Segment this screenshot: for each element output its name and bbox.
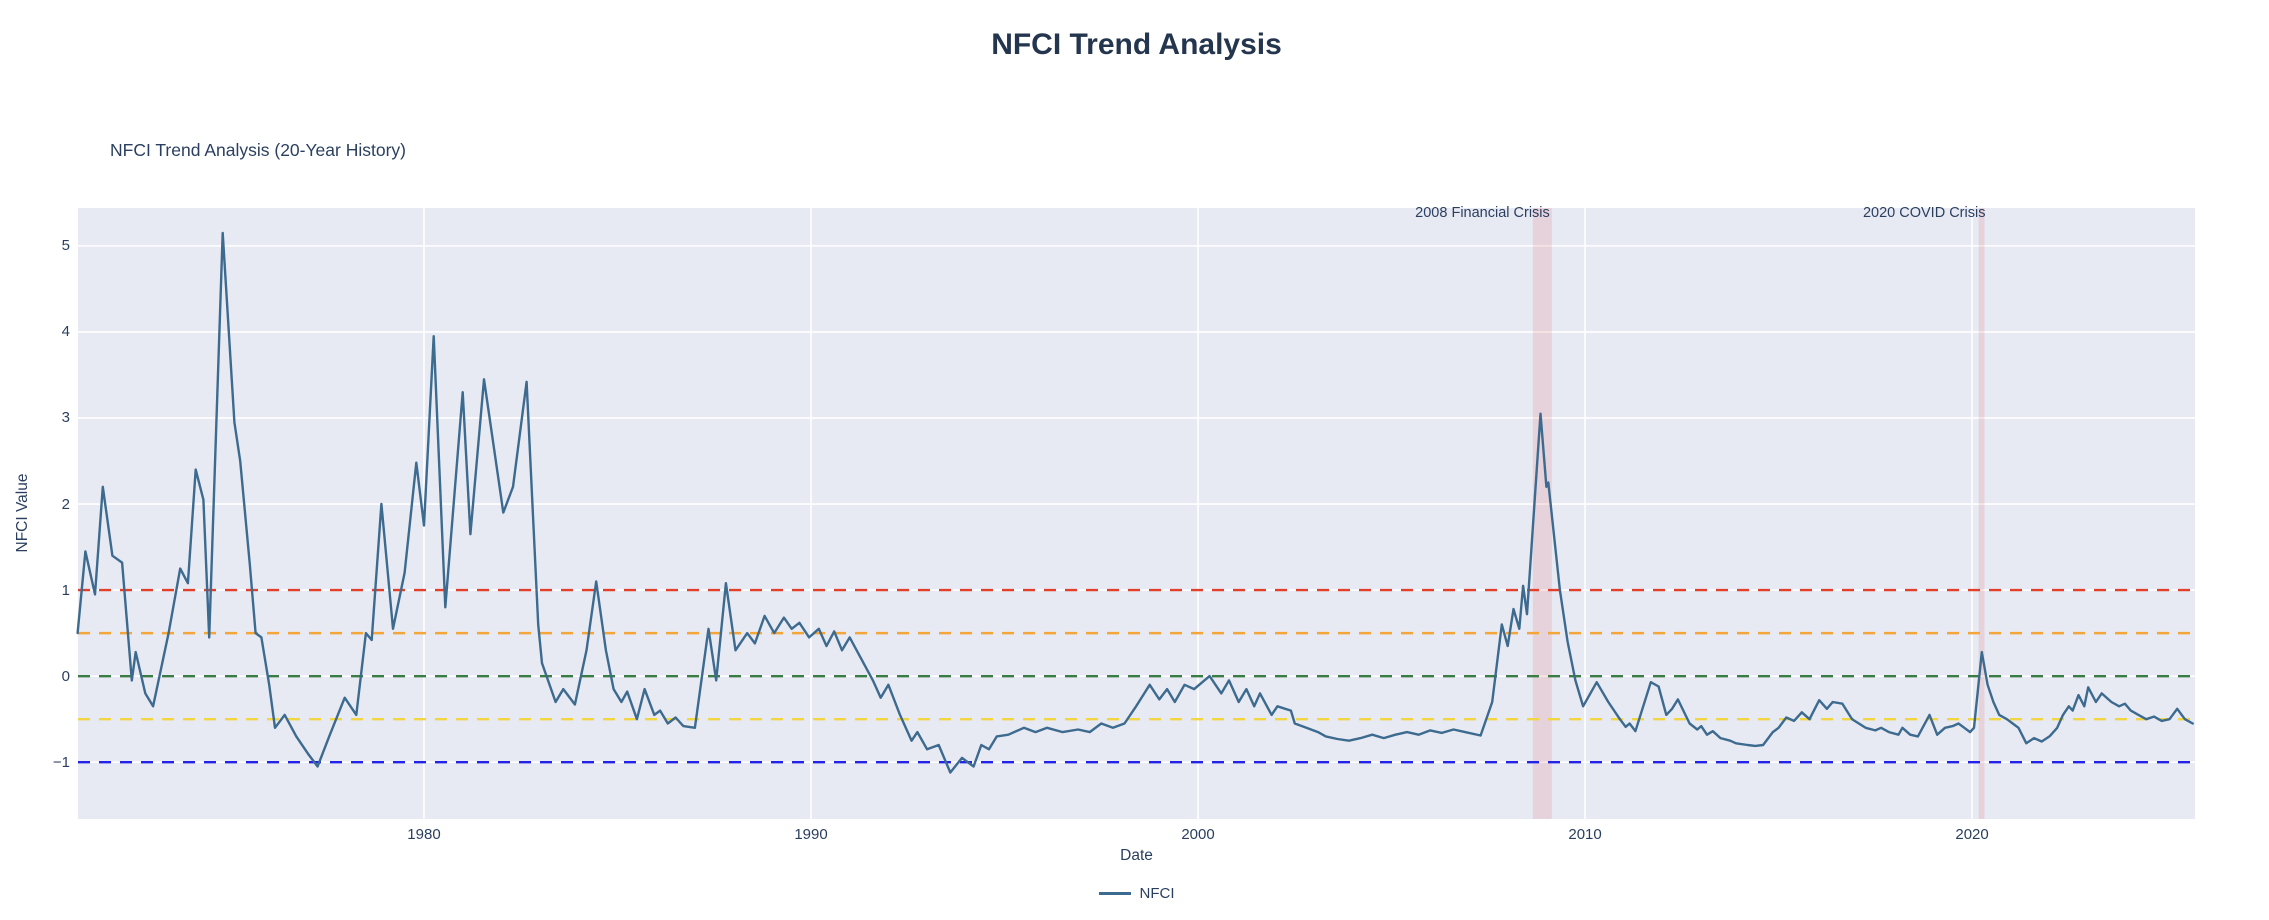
y-tick-label: 5 (61, 237, 70, 255)
page-title: NFCI Trend Analysis (991, 28, 1282, 61)
y-tick-label: −1 (52, 753, 70, 771)
y-tick-label: 0 (61, 667, 70, 685)
x-axis-title: Date (1120, 847, 1153, 864)
annotation-2008-financial-crisis: 2008 Financial Crisis (1415, 205, 1550, 221)
y-axis-title: NFCI Value (14, 473, 31, 553)
y-tick-label: 2 (61, 495, 70, 513)
x-tick-label: 2000 (1181, 826, 1215, 843)
series-line-nfci[interactable] (76, 231, 2194, 774)
x-tick-label: 1980 (407, 826, 441, 843)
legend-line-swatch (1098, 892, 1131, 895)
annotation-2020-covid-crisis: 2020 COVID Crisis (1862, 205, 1986, 221)
crisis-band-2008 (1532, 208, 1552, 819)
x-tick-label: 1990 (794, 826, 828, 843)
crisis-band-2020 (1978, 208, 1985, 819)
y-tick-label: 4 (61, 323, 70, 341)
chart-subtitle: NFCI Trend Analysis (20-Year History) (110, 140, 406, 160)
legend-label: NFCI (1139, 885, 1175, 902)
legend-item-nfci[interactable]: NFCI (78, 885, 2195, 902)
y-tick-label: 1 (61, 581, 70, 599)
y-tick-label: 3 (61, 409, 70, 427)
x-tick-label: 2010 (1568, 826, 1602, 843)
plot-background[interactable] (78, 208, 2195, 819)
x-tick-label: 2020 (1955, 826, 1989, 843)
